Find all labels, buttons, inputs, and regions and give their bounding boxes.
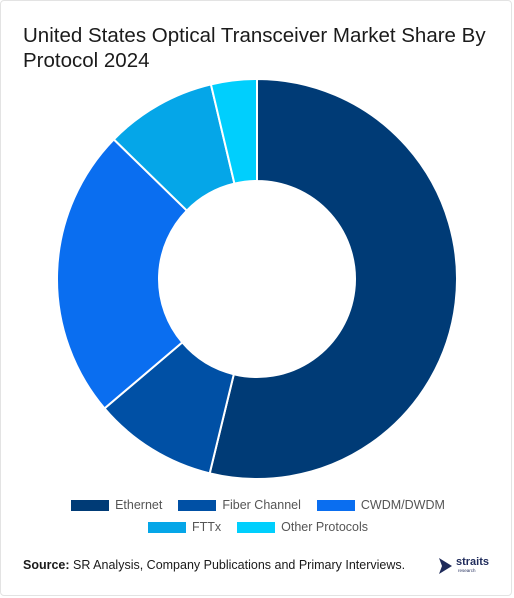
legend-item-fiber-channel[interactable]: Fiber Channel [178,498,301,512]
legend-item-other-protocols[interactable]: Other Protocols [237,520,368,534]
donut-slice-other-protocols[interactable] [209,77,258,185]
source-note: Source: SR Analysis, Company Publication… [23,558,405,572]
straits-logo: straits research [438,554,498,578]
logo-name: straits [456,556,490,568]
legend-item-cwdm-dwdm[interactable]: CWDM/DWDM [316,498,445,512]
legend-swatch-other-protocols [237,521,276,533]
legend-swatch-ethernet [71,499,110,511]
legend-label-fiber-channel: Fiber Channel [222,498,301,512]
legend-item-fttx[interactable]: FTTx [147,520,222,534]
legend-row-2: FTTx Other Protocols [1,516,514,538]
legend-swatch-cwdm-dwdm [316,499,355,511]
legend-swatch-fttx [147,521,186,533]
chart-title: United States Optical Transceiver Market… [23,24,486,72]
donut-slice-ethernet[interactable] [208,77,459,480]
logo-sub: research [458,568,476,573]
source-label: Source: [23,558,70,572]
legend-row-1: Ethernet Fiber Channel CWDM/DWDM [1,494,514,516]
source-text: SR Analysis, Company Publications and Pr… [73,558,406,572]
donut-slice-cwdm-dwdm[interactable] [56,137,189,410]
chart-legend: Ethernet Fiber Channel CWDM/DWDM FTTx Ot… [1,494,514,538]
legend-swatch-fiber-channel [178,499,217,511]
legend-label-ethernet: Ethernet [115,498,163,512]
legend-item-ethernet[interactable]: Ethernet [71,498,162,512]
legend-label-cwdm-dwdm: CWDM/DWDM [360,498,445,512]
legend-label-other-protocols: Other Protocols [281,520,368,534]
donut-chart [56,77,459,480]
legend-label-fttx: FTTx [191,520,222,534]
straits-logo-icon [439,558,452,574]
